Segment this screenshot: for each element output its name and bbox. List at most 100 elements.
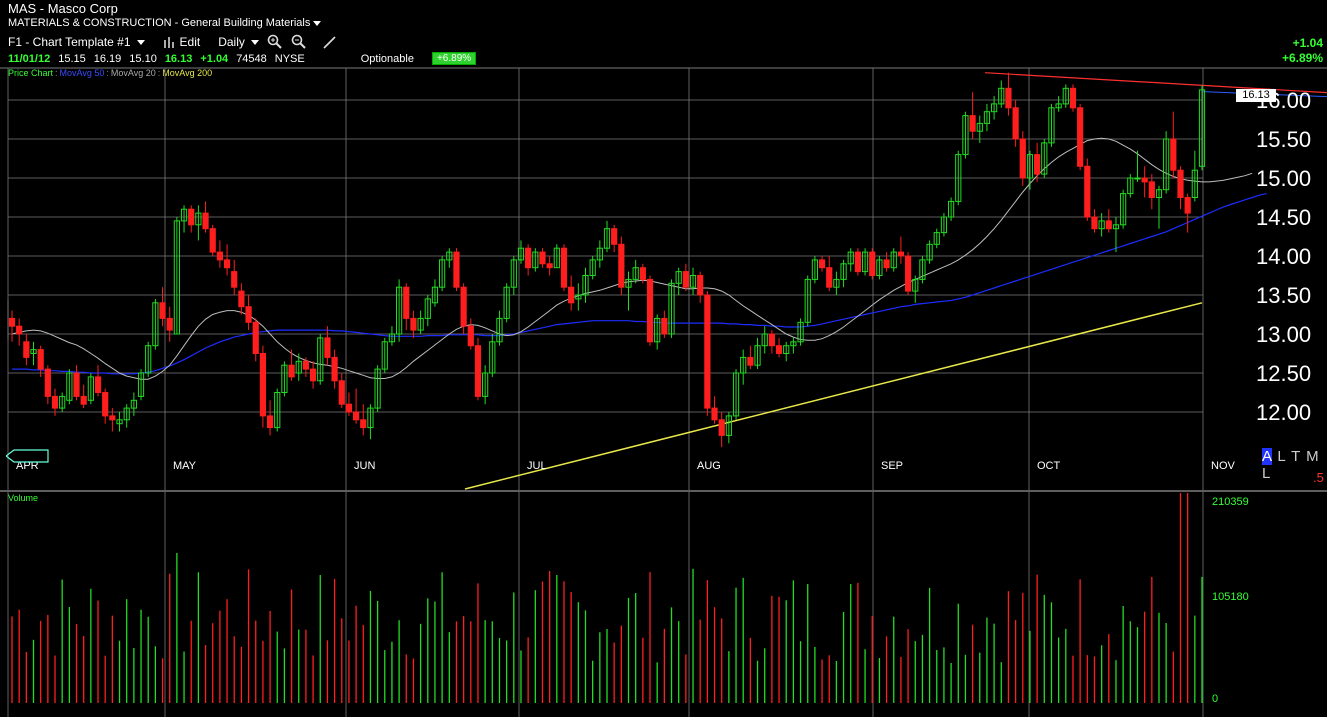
- sector-dropdown-icon[interactable]: [313, 21, 322, 26]
- candle-body: [861, 251, 869, 273]
- candle-body: [496, 317, 503, 343]
- t-button[interactable]: T: [1291, 448, 1301, 465]
- candle-body: [732, 372, 740, 417]
- candle-body: [754, 345, 761, 366]
- candle-body: [489, 341, 496, 374]
- candle-body: [560, 247, 568, 288]
- quote-line: 11/01/12 15.15 16.19 15.10 16.13 +1.04 7…: [8, 52, 477, 65]
- candle-body: [1012, 107, 1019, 140]
- quote-close: 16.13: [164, 52, 193, 65]
- candle-body: [804, 278, 811, 323]
- toolbar: F1 - Chart Template #1 Edit Daily: [8, 34, 339, 50]
- candle-body: [123, 407, 130, 421]
- m-button[interactable]: M: [1306, 448, 1320, 465]
- candle-body: [439, 259, 446, 288]
- l2-button[interactable]: L: [1262, 465, 1272, 482]
- scroll-handle-icon[interactable]: [6, 449, 50, 463]
- candle-body: [159, 302, 166, 319]
- candle-body: [532, 251, 539, 269]
- ma20-line: [11, 137, 1253, 380]
- period-dropdown[interactable]: Daily: [218, 35, 259, 49]
- candle-body: [998, 87, 1005, 105]
- candle-body: [654, 317, 661, 343]
- atml-buttons[interactable]: A L T M L: [1262, 448, 1327, 482]
- candle-body: [424, 298, 431, 319]
- candle-body: [1026, 154, 1034, 179]
- candle-body: [510, 259, 517, 288]
- candle-body: [1177, 169, 1184, 198]
- candle-body: [352, 411, 360, 421]
- candle-body: [869, 251, 876, 277]
- candle-body: [1019, 138, 1026, 179]
- candle-body: [16, 325, 23, 335]
- legend-ma20[interactable]: MovAvg 20: [110, 68, 156, 78]
- candle-body: [575, 294, 582, 300]
- draw-line-icon[interactable]: [321, 34, 339, 50]
- indicator-legend: Price Chart: MovAvg 50: MovAvg 20: MovAv…: [8, 68, 213, 78]
- candle-body: [919, 259, 926, 280]
- sector-line[interactable]: MATERIALS & CONSTRUCTION - General Build…: [8, 17, 322, 29]
- chart-header: MAS - Masco Corp MATERIALS & CONSTRUCTIO…: [0, 0, 1327, 78]
- template-dropdown[interactable]: F1 - Chart Template #1: [8, 35, 145, 49]
- candle-body: [137, 372, 145, 397]
- candle-body: [976, 122, 983, 132]
- zoom-out-icon[interactable]: [291, 34, 307, 50]
- volume-legend: Volume: [8, 493, 39, 503]
- candle-body: [883, 259, 890, 269]
- candle-body: [1134, 177, 1141, 180]
- candle-body: [59, 395, 66, 409]
- zoom-in-icon[interactable]: [267, 34, 283, 50]
- candle-body: [209, 228, 216, 253]
- month-tick-label: OCT: [1037, 460, 1061, 472]
- change-right: +1.04: [1292, 36, 1323, 50]
- candle-body: [295, 360, 302, 374]
- candle-body: [188, 208, 195, 226]
- price-tick-label: 14.00: [1256, 244, 1311, 269]
- candle-body: [1084, 165, 1091, 218]
- quote-date: 11/01/12: [8, 52, 51, 65]
- candle-body: [718, 419, 725, 436]
- candle-body: [1062, 87, 1069, 105]
- candle-body: [180, 208, 188, 222]
- candle-body: [109, 415, 116, 421]
- candle-body: [775, 345, 783, 355]
- candle-body: [467, 325, 474, 347]
- candle-body: [331, 356, 338, 382]
- candle-body: [568, 286, 575, 304]
- ma200-line: [464, 302, 1203, 490]
- a-button[interactable]: A: [1262, 448, 1273, 465]
- candle-body: [345, 403, 353, 413]
- volume-bars: [11, 493, 1203, 703]
- edit-button[interactable]: Edit: [163, 35, 200, 49]
- template-chevron-down-icon: [136, 39, 145, 45]
- candle-body: [374, 368, 381, 409]
- candle-body: [367, 407, 374, 429]
- candle-body: [625, 278, 632, 288]
- candle-body: [288, 364, 295, 378]
- legend-ma50[interactable]: MovAvg 50: [59, 68, 105, 78]
- candle-body: [704, 294, 711, 409]
- candle-body: [725, 415, 732, 436]
- axis-labels: 16.0015.5015.0014.5014.0013.5013.0012.50…: [16, 88, 1311, 705]
- month-tick-label: APR: [16, 460, 39, 472]
- candle-body: [80, 395, 87, 405]
- candle-body: [460, 286, 467, 327]
- candle-body: [302, 360, 310, 370]
- price-tick-label: 13.50: [1256, 283, 1311, 308]
- candle-body: [1191, 169, 1198, 198]
- candle-body: [309, 368, 317, 382]
- pct-right: +6.89%: [1281, 51, 1323, 65]
- candle-body: [252, 321, 259, 354]
- candle-body: [51, 395, 59, 409]
- candle-body: [195, 212, 202, 226]
- l-button[interactable]: L: [1277, 448, 1287, 465]
- legend-price-chart[interactable]: Price Chart: [8, 68, 54, 78]
- candle-body: [546, 263, 553, 269]
- candle-body: [231, 271, 238, 288]
- candle-body: [947, 200, 955, 218]
- candle-body: [661, 317, 668, 335]
- candle-body: [1005, 87, 1012, 109]
- candle-body: [431, 286, 439, 304]
- legend-ma200[interactable]: MovAvg 200: [162, 68, 213, 78]
